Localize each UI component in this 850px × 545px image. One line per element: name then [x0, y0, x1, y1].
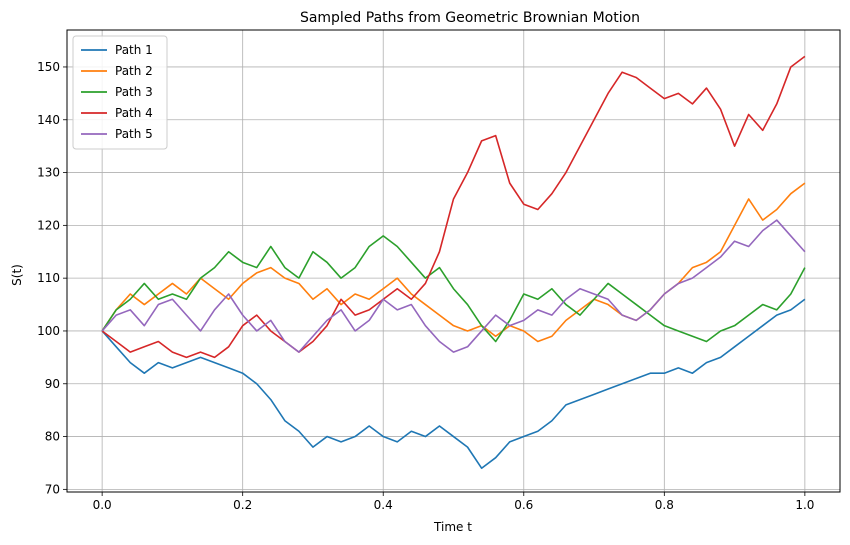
y-tick-label: 70 [45, 482, 60, 496]
grid [67, 30, 840, 492]
x-tick-label: 0.8 [655, 498, 674, 512]
y-tick-label: 110 [37, 271, 60, 285]
y-tick-label: 150 [37, 60, 60, 74]
series-line-path-1 [101, 298, 806, 470]
y-tick-label: 80 [45, 430, 60, 444]
legend-label: Path 5 [115, 127, 153, 141]
legend-label: Path 2 [115, 64, 153, 78]
legend: Path 1 Path 2 Path 3 Path 4 Path 5 [72, 35, 168, 150]
series-line-path-4 [101, 55, 806, 359]
legend-label: Path 3 [115, 85, 153, 99]
y-tick-label: 140 [37, 113, 60, 127]
legend-label: Path 1 [115, 43, 153, 57]
axes-frame [66, 29, 841, 493]
y-tick-label: 90 [45, 377, 60, 391]
x-tick-label: 0.2 [233, 498, 252, 512]
legend-label: Path 4 [115, 106, 153, 120]
x-tick-label: 0.0 [93, 498, 112, 512]
series-line-path-5 [101, 219, 806, 353]
x-tick-label: 0.4 [374, 498, 393, 512]
series-lines [101, 55, 806, 470]
x-tick-label: 1.0 [795, 498, 814, 512]
legend-box [72, 35, 168, 150]
y-axis-label: S(t) [10, 264, 24, 286]
x-axis-label: Time t [433, 520, 472, 534]
y-tick-label: 130 [37, 166, 60, 180]
y-tick-label: 100 [37, 324, 60, 338]
axis-ticks: 0.0 0.2 0.4 0.6 0.8 1.0 70 80 90 100 110 120 130 140 1… [37, 60, 814, 512]
series-line-path-2 [101, 182, 806, 343]
y-tick-label: 120 [37, 218, 60, 232]
chart-title: Sampled Paths from Geometric Brownian Mo… [300, 10, 640, 26]
x-tick-label: 0.6 [514, 498, 533, 512]
series-line-path-3 [101, 235, 806, 343]
